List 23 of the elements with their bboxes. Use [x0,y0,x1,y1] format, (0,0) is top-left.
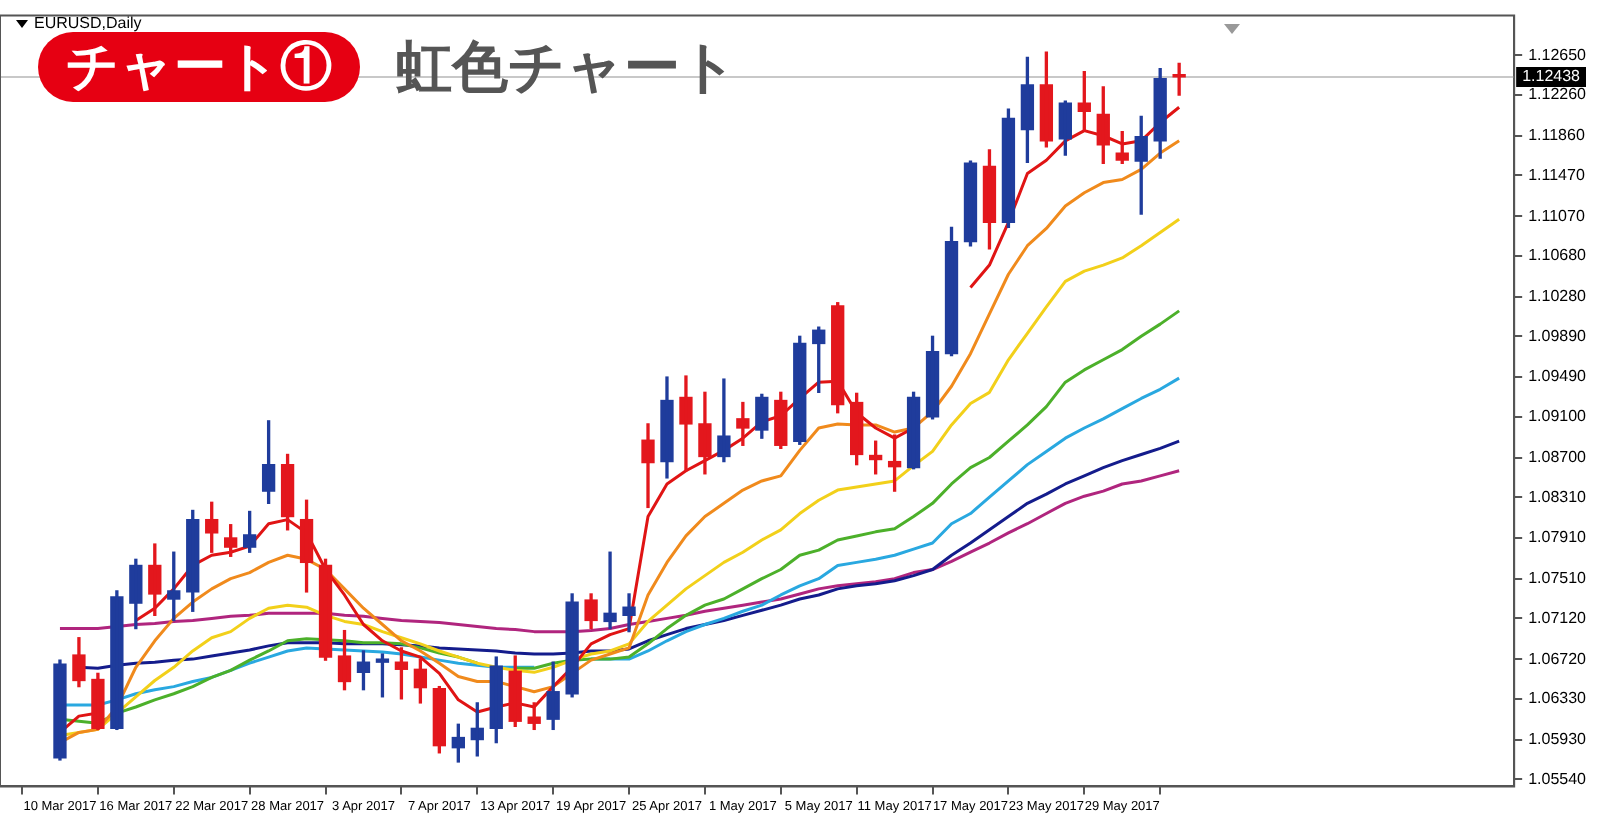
y-tick-label: 1.07120 [1528,608,1588,627]
y-tick-label: 1.09100 [1528,407,1588,426]
annotation: EURUSD,Daily [34,14,142,32]
y-tick-label: 1.11470 [1528,165,1586,184]
y-tick-label: 1.05930 [1528,729,1588,748]
y-tick-label: 1.06720 [1528,649,1588,668]
y-tick-label: 1.11860 [1528,126,1586,145]
y-tick-label: 1.06330 [1528,689,1588,708]
y-tick-label: 1.09890 [1528,326,1588,345]
y-tick-label: 1.10280 [1528,287,1588,306]
y-tick-label: 1.12260 [1528,85,1588,104]
y-tick-label: 1.09490 [1528,367,1588,386]
ref-line-label: 1.12438 [1522,67,1582,86]
y-tick-label: 1.10680 [1528,246,1588,265]
y-tick-label: 1.11070 [1528,206,1586,225]
y-tick-label: 1.12650 [1528,45,1588,64]
y-tick-label: 1.08700 [1528,447,1588,466]
y-tick-label: 1.07510 [1528,569,1588,588]
chart-title: チャート① [38,32,360,102]
y-tick-label: 1.07910 [1528,528,1588,547]
y-tick-label: 1.05540 [1528,769,1588,788]
chart-subtitle: 虹色チャート [396,34,738,100]
y-tick-label: 1.08310 [1528,487,1588,506]
